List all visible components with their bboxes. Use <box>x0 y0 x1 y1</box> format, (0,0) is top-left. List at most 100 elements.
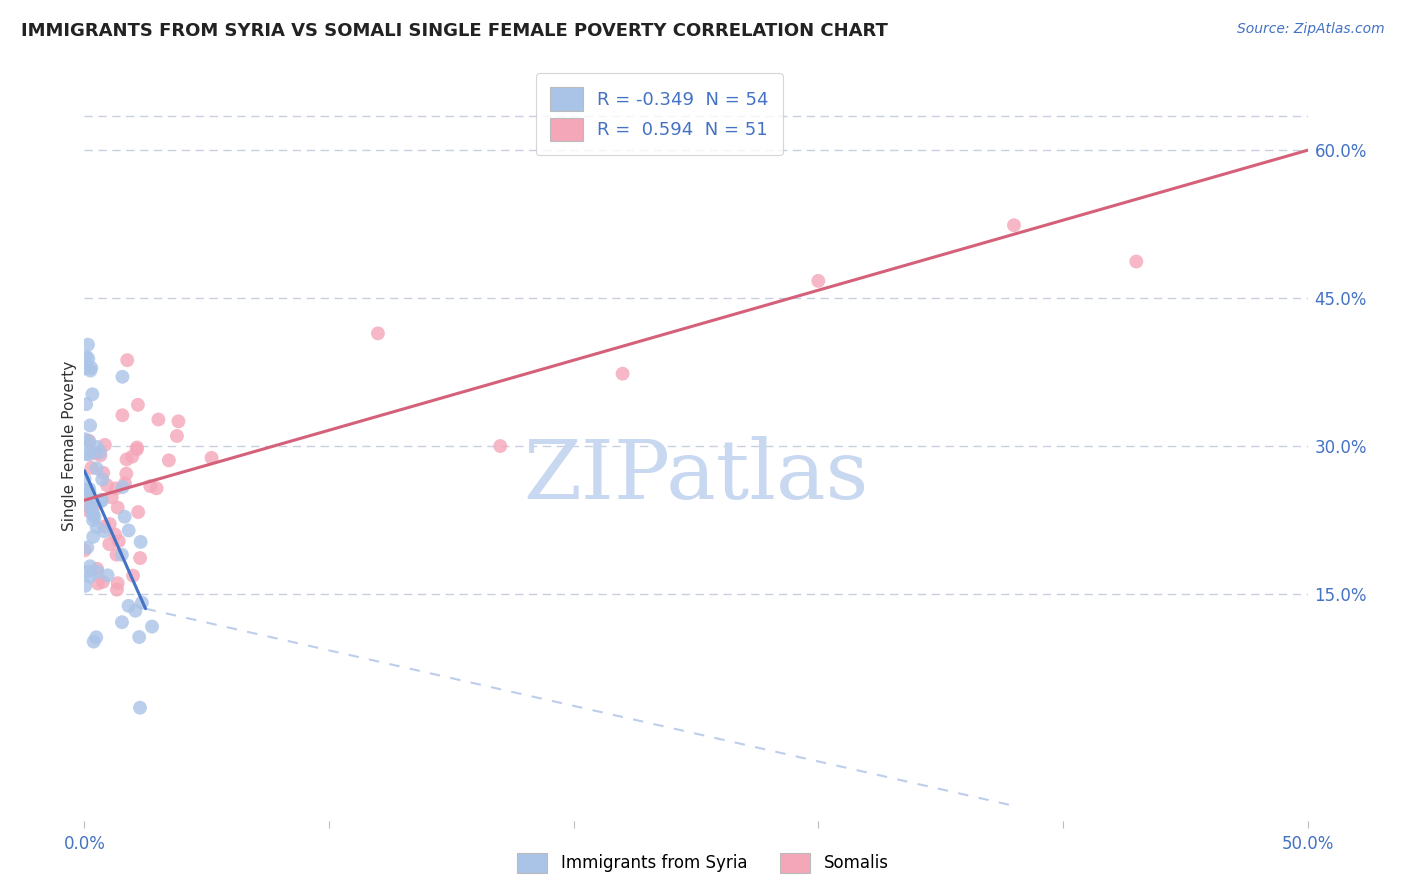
Point <box>124 604 146 618</box>
Point <box>111 369 134 384</box>
Point <box>80 460 103 475</box>
Point <box>98 516 121 531</box>
Point <box>77 482 100 496</box>
Point <box>114 476 136 491</box>
Point <box>107 534 129 549</box>
Point <box>90 492 112 507</box>
Point <box>129 551 152 566</box>
Point <box>131 596 153 610</box>
Point <box>76 492 98 507</box>
Point <box>489 439 512 453</box>
Point <box>89 448 111 462</box>
Point <box>91 574 114 589</box>
Point <box>114 509 136 524</box>
Point <box>80 360 103 375</box>
Point <box>111 615 134 630</box>
Point <box>118 524 141 538</box>
Point <box>200 450 222 465</box>
Point <box>84 446 107 460</box>
Point <box>100 491 122 505</box>
Point <box>73 361 96 376</box>
Point <box>86 461 108 475</box>
Point <box>84 630 107 644</box>
Point <box>97 568 120 582</box>
Point <box>127 505 149 519</box>
Point <box>86 565 108 579</box>
Point <box>115 467 138 481</box>
Point <box>96 478 118 492</box>
Point <box>115 452 138 467</box>
Point <box>75 397 97 411</box>
Point <box>82 513 104 527</box>
Point <box>77 351 100 366</box>
Point <box>367 326 389 341</box>
Point <box>79 418 101 433</box>
Point <box>94 438 117 452</box>
Point <box>73 543 96 558</box>
Point <box>75 483 97 497</box>
Point <box>80 495 103 509</box>
Point <box>90 494 112 508</box>
Point <box>1125 254 1147 268</box>
Point <box>82 501 104 516</box>
Point <box>83 510 105 524</box>
Point <box>98 537 121 551</box>
Point <box>91 472 114 486</box>
Point <box>141 619 163 633</box>
Point <box>107 576 129 591</box>
Point <box>117 599 139 613</box>
Point <box>105 548 128 562</box>
Point <box>157 453 180 467</box>
Point <box>91 466 114 480</box>
Text: Source: ZipAtlas.com: Source: ZipAtlas.com <box>1237 22 1385 37</box>
Point <box>145 481 167 495</box>
Point <box>93 524 115 539</box>
Point <box>76 565 98 579</box>
Point <box>139 479 162 493</box>
Point <box>104 527 127 541</box>
Point <box>111 480 134 494</box>
Legend: R = -0.349  N = 54, R =  0.594  N = 51: R = -0.349 N = 54, R = 0.594 N = 51 <box>536 73 783 155</box>
Point <box>82 506 104 520</box>
Point <box>83 634 105 648</box>
Point <box>125 442 148 457</box>
Point <box>107 500 129 515</box>
Point <box>111 409 134 423</box>
Legend: Immigrants from Syria, Somalis: Immigrants from Syria, Somalis <box>510 847 896 880</box>
Point <box>129 535 152 549</box>
Point <box>111 548 134 562</box>
Point <box>73 432 96 446</box>
Point <box>612 367 634 381</box>
Point <box>87 576 110 591</box>
Point <box>148 412 170 426</box>
Point <box>77 504 100 518</box>
Point <box>82 387 104 401</box>
Text: ZIPatlas: ZIPatlas <box>523 436 869 516</box>
Point <box>82 530 104 544</box>
Point <box>79 500 101 515</box>
Point <box>79 500 101 514</box>
Point <box>128 630 150 644</box>
Point <box>167 414 190 428</box>
Point <box>79 559 101 574</box>
Point <box>82 507 104 521</box>
Point <box>76 541 98 555</box>
Point <box>125 441 148 455</box>
Point <box>77 434 100 448</box>
Point <box>75 350 97 364</box>
Point <box>127 398 149 412</box>
Point <box>77 434 100 449</box>
Point <box>86 440 108 454</box>
Point <box>73 472 96 486</box>
Point <box>93 519 115 533</box>
Point <box>77 337 100 351</box>
Point <box>105 582 128 597</box>
Point <box>79 363 101 377</box>
Point <box>1002 218 1025 232</box>
Point <box>807 274 830 288</box>
Point <box>86 562 108 576</box>
Point <box>89 445 111 459</box>
Point <box>75 579 97 593</box>
Point <box>79 569 101 583</box>
Point <box>104 482 127 496</box>
